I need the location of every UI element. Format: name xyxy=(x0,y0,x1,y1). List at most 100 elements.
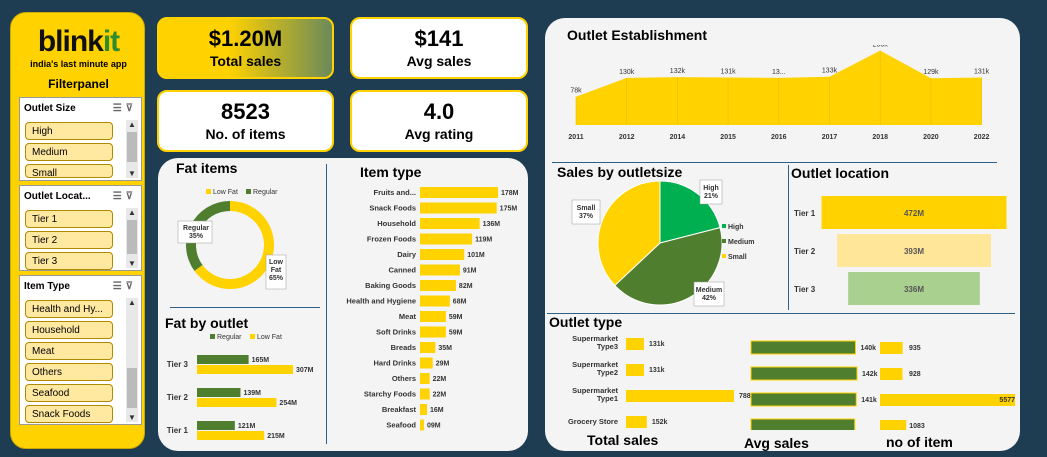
category-label: Breakfast xyxy=(382,405,417,414)
bar xyxy=(420,373,430,384)
clear-filter-icon[interactable]: ⊽ xyxy=(125,280,137,292)
slicer-title: Outlet Locat... xyxy=(24,190,91,202)
scrollbar[interactable]: ▲ ▼ xyxy=(126,208,138,268)
bar-regular xyxy=(197,388,241,397)
x-tick-label: 2018 xyxy=(872,134,888,141)
category-label: Breads xyxy=(391,343,416,352)
fat-items-title: Fat items xyxy=(176,160,238,176)
data-label: 139M xyxy=(243,390,261,397)
bar xyxy=(420,326,446,338)
kpi-value: 8523 xyxy=(221,99,270,124)
bar-low-fat xyxy=(197,365,293,374)
bar xyxy=(420,311,446,322)
slicer-item-tier-3[interactable]: Tier 3 xyxy=(25,252,113,270)
bar xyxy=(420,233,473,245)
legend-swatch xyxy=(250,334,255,339)
data-label: 131k xyxy=(649,367,665,374)
slicer-item-household[interactable]: Household xyxy=(25,321,113,339)
bar-avg-sales xyxy=(750,340,857,355)
legend-label: Low Fat xyxy=(213,189,238,196)
slicer-title: Item Type xyxy=(24,280,70,292)
slicer-item-high[interactable]: High xyxy=(25,122,113,140)
data-label: 131k xyxy=(974,68,990,75)
legend-swatch xyxy=(722,239,726,243)
legend-swatch xyxy=(246,189,251,194)
bar xyxy=(420,419,424,431)
data-label: 132k xyxy=(670,68,686,75)
data-label: 82M xyxy=(459,283,473,290)
bar-low-fat xyxy=(197,431,265,440)
category-label: Tier 2 xyxy=(167,393,189,402)
slicer-item-seafood[interactable]: Seafood xyxy=(25,384,113,402)
scroll-down-icon[interactable]: ▼ xyxy=(128,169,136,178)
scrollbar[interactable]: ▲ ▼ xyxy=(126,298,138,422)
multi-select-icon[interactable]: ☰ xyxy=(112,190,126,202)
data-label: 141k xyxy=(861,397,877,404)
slicer-item-snack-foods[interactable]: Snack Foods xyxy=(25,405,113,423)
legend-label: Small xyxy=(728,254,747,261)
bar xyxy=(420,404,428,415)
avg-sales-axis-title: Avg sales xyxy=(744,435,809,451)
slicer-item-health[interactable]: Health and Hy... xyxy=(25,300,113,318)
category-label: Frozen Foods xyxy=(367,235,416,244)
outlet-location-title: Outlet location xyxy=(791,165,889,181)
bar xyxy=(420,357,433,369)
scroll-up-icon[interactable]: ▲ xyxy=(128,298,136,307)
multi-select-icon[interactable]: ☰ xyxy=(112,102,126,114)
data-label-box xyxy=(265,254,287,290)
scrollbar[interactable]: ▲ ▼ xyxy=(126,120,138,178)
slicer-item-medium[interactable]: Medium xyxy=(25,143,113,161)
category-label: Tier 1 xyxy=(794,209,816,218)
clear-filter-icon[interactable]: ⊽ xyxy=(125,102,137,114)
data-label: Regular 35% xyxy=(183,225,209,240)
legend-swatch xyxy=(722,254,726,258)
category-label: Soft Drinks xyxy=(376,328,416,337)
slicer-item-others[interactable]: Others xyxy=(25,363,113,381)
legend-label: Low Fat xyxy=(257,334,282,341)
x-tick-label: 2014 xyxy=(670,134,686,141)
item-type-chart: Fruits and... 178M Snack Foods 175M Househol… xyxy=(346,187,519,431)
filter-sidebar: blinkit india's last minute app Filterpa… xyxy=(10,12,145,449)
data-label: 215M xyxy=(267,433,285,440)
scroll-down-icon[interactable]: ▼ xyxy=(128,259,136,268)
data-label: 472M xyxy=(904,209,924,218)
category-label: Tier 3 xyxy=(794,285,816,294)
data-label: 78k xyxy=(570,88,582,95)
scroll-up-icon[interactable]: ▲ xyxy=(128,120,136,129)
category-label: Snack Foods xyxy=(369,204,416,213)
data-label: 22M xyxy=(433,376,447,383)
bar xyxy=(420,295,450,307)
bar xyxy=(420,202,497,214)
slicer-item-tier-2[interactable]: Tier 2 xyxy=(25,231,113,249)
bar-total-sales xyxy=(626,364,644,376)
data-label: 101M xyxy=(467,252,485,259)
data-label: 13... xyxy=(772,69,786,76)
legend-label: Medium xyxy=(728,239,754,246)
category-label: Supermarket Type3 xyxy=(572,334,618,351)
no-of-item-axis-title: no of item xyxy=(886,434,953,450)
data-label: 16M xyxy=(430,407,444,414)
bar xyxy=(420,249,465,260)
slicer-item-meat[interactable]: Meat xyxy=(25,342,113,360)
blinkit-logo: blinkit xyxy=(37,25,120,58)
clear-filter-icon[interactable]: ⊽ xyxy=(125,190,137,202)
data-label: 178M xyxy=(501,190,519,197)
bar-total-sales xyxy=(626,416,647,428)
kpi-value: $1.20M xyxy=(208,26,283,51)
slicer-item-small[interactable]: Small xyxy=(25,164,113,178)
slicer-item-tier-1[interactable]: Tier 1 xyxy=(25,210,113,228)
scroll-down-icon[interactable]: ▼ xyxy=(128,413,136,422)
bar xyxy=(420,342,436,353)
scroll-up-icon[interactable]: ▲ xyxy=(128,208,136,217)
slicer-title: Outlet Size xyxy=(24,102,76,114)
x-tick-label: 2011 xyxy=(568,134,583,141)
bar-no-of-item xyxy=(880,368,903,380)
multi-select-icon[interactable]: ☰ xyxy=(112,280,126,292)
data-label: High 21% xyxy=(703,185,719,200)
fat-items-donut: Low Fat Regular Low Fat 65% Regular 35% xyxy=(177,189,287,290)
data-label: 35M xyxy=(438,345,452,352)
outlet-type-chart: Supermarket Type3 131k 140k 935 Supermarket Ty… xyxy=(568,334,1015,430)
kpi-label: Avg rating xyxy=(404,126,474,142)
kpi-avg-rating: 4.0 Avg rating xyxy=(350,90,528,152)
data-label: 152k xyxy=(652,419,668,426)
